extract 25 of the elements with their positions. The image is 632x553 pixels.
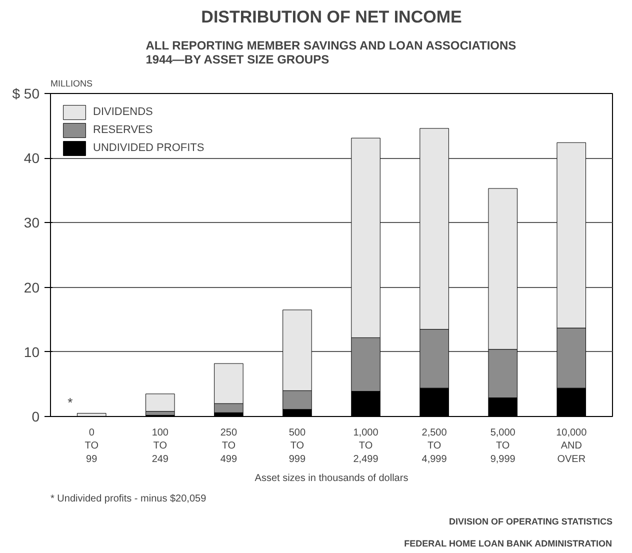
legend-label: DIVIDENDS: [93, 106, 153, 118]
bar: [146, 394, 175, 412]
annotation: *: [68, 395, 73, 410]
text: * Undivided profits - minus $20,059: [50, 494, 207, 504]
chart-subtitle: ALL REPORTING MEMBER SAVINGS AND LOAN ASSOCIATIONS 1944—BY ASSET SIZE GROUPS: [146, 38, 516, 66]
x-tick-label: 5,000 TO 9,999: [490, 428, 516, 465]
x-axis-title: Asset sizes in thousands of dollars: [254, 472, 408, 484]
y-tick-label: $ 50: [12, 86, 40, 102]
legend-label: UNDIVIDED PROFITS: [93, 142, 204, 154]
y-axis-title: MILLIONS: [50, 78, 93, 88]
y-tick-label: 0: [32, 408, 40, 424]
text: DIVISION OF OPERATING STATISTICS FEDERAL HOME LOAN BANK ADMINISTRATION: [404, 516, 613, 548]
x-tick-label: 2,500 TO 4,999: [422, 428, 448, 465]
x-tick-label: 100 TO 249: [152, 428, 169, 465]
x-tick-label: 10,000 AND OVER: [556, 428, 588, 465]
x-tick-label: 500 TO 999: [288, 428, 306, 465]
chart-title: DISTRIBUTION OF NET INCOME: [201, 8, 462, 26]
x-tick-label: 250 TO 499: [220, 428, 238, 465]
x-tick-label: 1,000 TO 2,499: [353, 428, 379, 465]
y-tick-label: 30: [24, 214, 40, 231]
legend-label: RESERVES: [93, 124, 153, 136]
y-tick-label: 10: [24, 344, 40, 360]
x-tick-label: 0 TO 99: [84, 428, 99, 465]
y-tick-label: 20: [24, 279, 40, 296]
y-tick-label: 40: [24, 150, 40, 166]
